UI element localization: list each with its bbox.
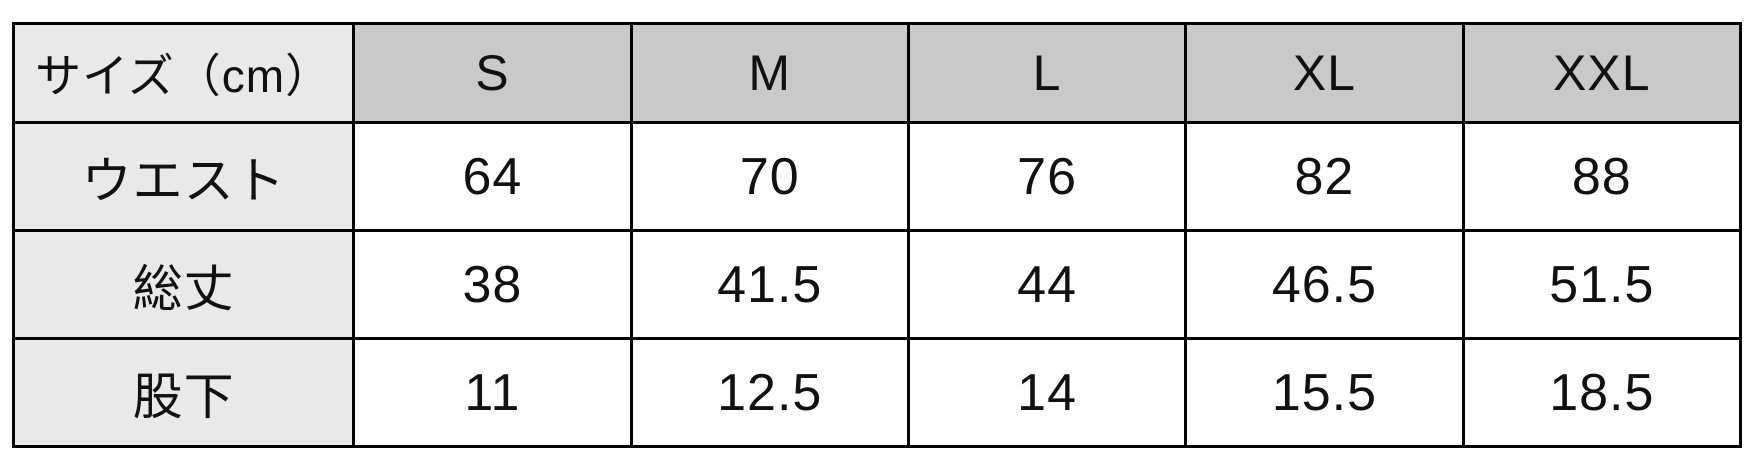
header-cell-l: L (906, 21, 1188, 125)
size-chart-table: サイズ（cm） S M L XL XXL ウエスト 64 70 76 82 88… (11, 21, 1743, 448)
cell-waist-xxl: 88 (1461, 121, 1743, 233)
cell-waist-s: 64 (352, 121, 633, 233)
cell-inseam-l: 14 (906, 337, 1188, 448)
header-row: サイズ（cm） S M L XL XXL (11, 21, 1743, 125)
cell-inseam-xl: 15.5 (1184, 337, 1465, 448)
table-row-total-length: 総丈 38 41.5 44 46.5 51.5 (11, 229, 1743, 341)
cell-inseam-s: 11 (352, 337, 633, 448)
cell-total-length-xxl: 51.5 (1461, 229, 1743, 341)
table-row-inseam: 股下 11 12.5 14 15.5 18.5 (11, 337, 1743, 448)
row-label-total-length: 総丈 (11, 229, 356, 341)
row-label-waist: ウエスト (11, 121, 356, 233)
header-cell-s: S (352, 21, 633, 125)
corner-label-cell: サイズ（cm） (11, 21, 356, 125)
cell-waist-m: 70 (629, 121, 910, 233)
cell-inseam-xxl: 18.5 (1461, 337, 1743, 448)
cell-inseam-m: 12.5 (629, 337, 910, 448)
cell-total-length-l: 44 (906, 229, 1188, 341)
cell-total-length-m: 41.5 (629, 229, 910, 341)
cell-total-length-s: 38 (352, 229, 633, 341)
cell-total-length-xl: 46.5 (1184, 229, 1465, 341)
cell-waist-xl: 82 (1184, 121, 1465, 233)
header-cell-xl: XL (1184, 21, 1465, 125)
header-cell-xxl: XXL (1461, 21, 1743, 125)
table-row-waist: ウエスト 64 70 76 82 88 (11, 121, 1743, 233)
cell-waist-l: 76 (906, 121, 1188, 233)
row-label-inseam: 股下 (11, 337, 356, 448)
header-cell-m: M (629, 21, 910, 125)
